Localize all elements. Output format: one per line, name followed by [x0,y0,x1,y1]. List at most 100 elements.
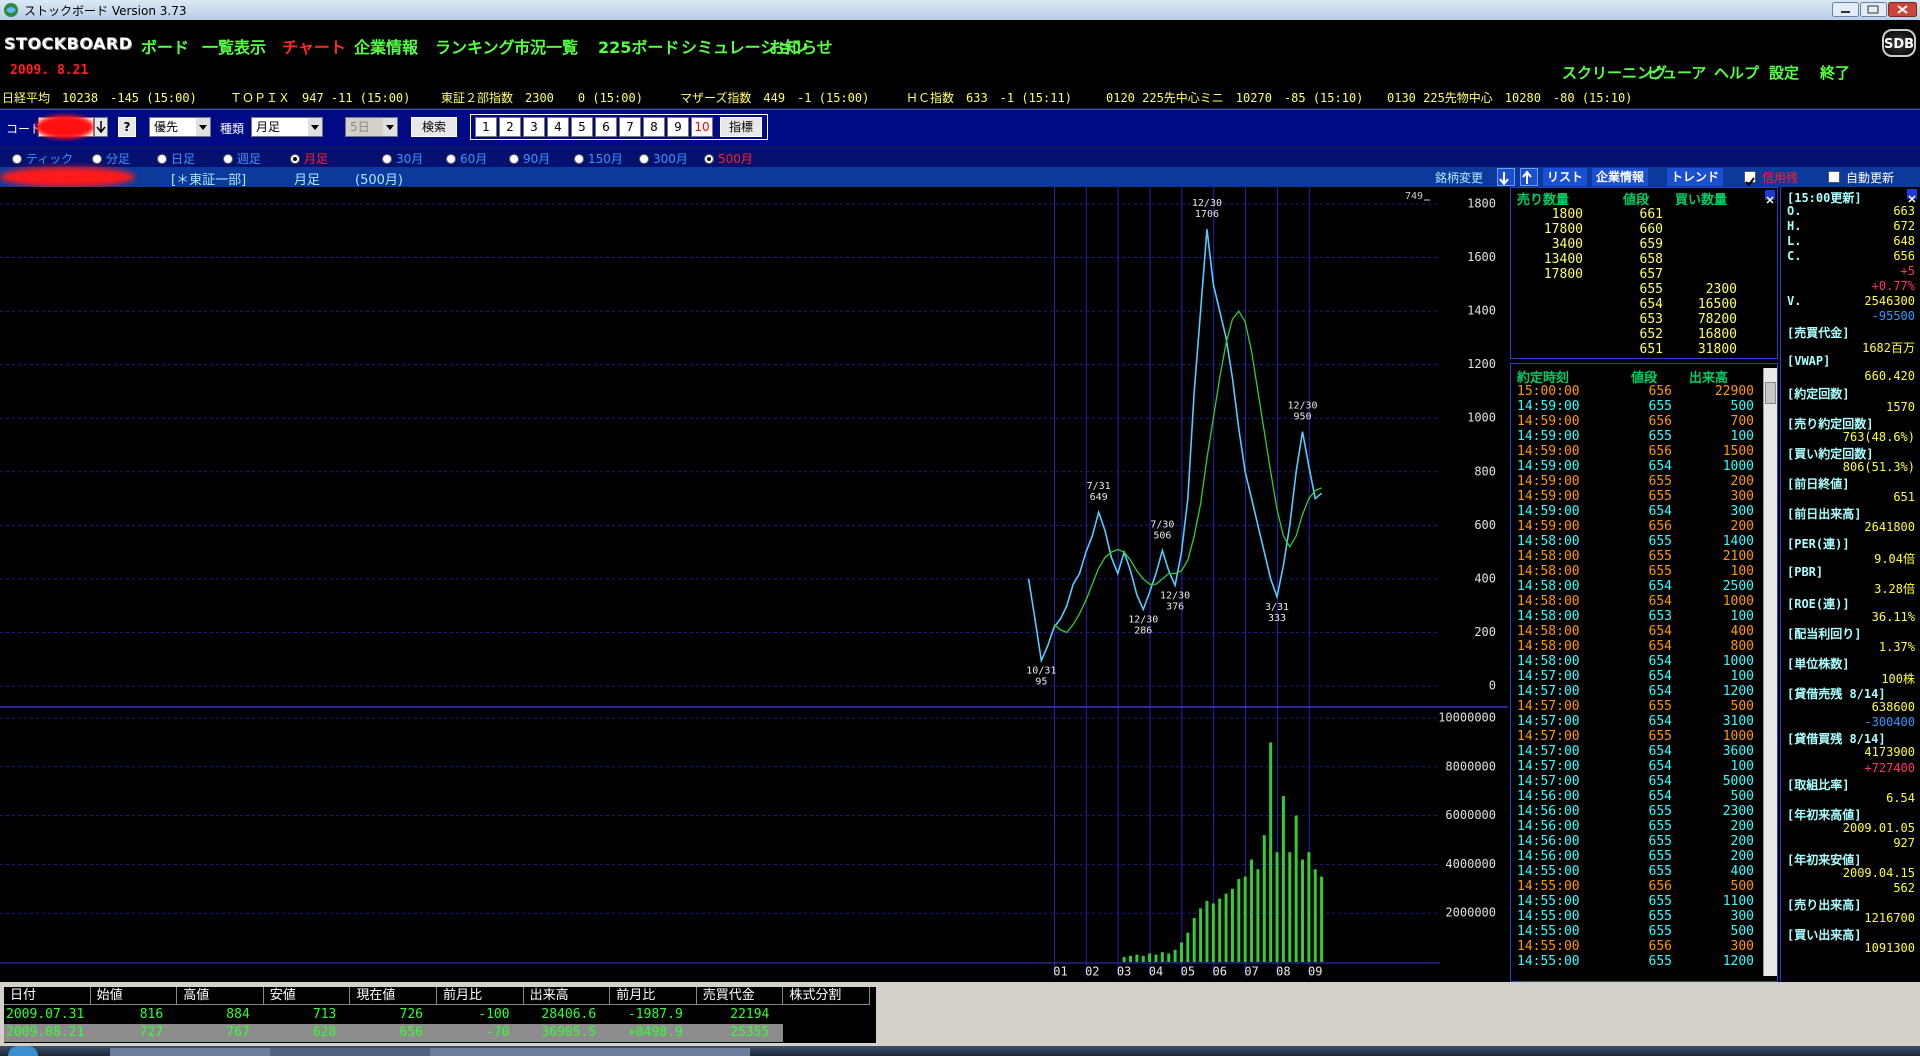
range-option[interactable]: 300月 [639,148,688,167]
range-option[interactable]: 週足 [223,148,261,167]
scroll-thumb[interactable] [1765,382,1776,404]
range-option[interactable]: 90月 [509,148,550,167]
menu-bar: STOCKBOARD ボード 一覧表示 チャート 企業情報 ランキング 市況一覧 225ボード… [0,20,1920,86]
annotation-date: 12/30 [1160,590,1190,601]
trade-price: 656 [1648,879,1672,894]
menu-item[interactable]: お知らせ [769,38,833,57]
info-label: [15:00更新] [1787,191,1862,205]
page-button[interactable]: 10 [691,117,713,137]
ask-price: 657 [1639,267,1663,282]
trade-volume: 1000 [1722,459,1754,474]
info-label: [PER(連)] [1787,536,1850,551]
menu-item[interactable]: チャート [282,38,346,57]
checkbox-label[interactable]: 信用残 [1762,171,1799,185]
menu-item[interactable]: 設定 [1769,64,1800,82]
menu-item[interactable]: 終了 [1820,64,1851,82]
page-button[interactable]: 8 [643,117,665,137]
header-button[interactable]: トレンド [1667,168,1724,186]
trade-volume: 1200 [1722,684,1754,699]
kind-select[interactable]: 月足 [251,117,323,137]
trade-volume: 100 [1730,759,1754,774]
help-button[interactable]: ? [118,117,136,137]
arrow-button[interactable] [1497,168,1515,186]
price-line [1027,229,1323,664]
scrollbar[interactable] [1763,368,1777,976]
range-option[interactable]: 60月 [446,148,487,167]
task-item[interactable] [430,1048,590,1056]
close-button[interactable] [1765,190,1775,204]
table-cell: 36905.5 [523,1024,611,1042]
trade-volume: 500 [1730,789,1754,804]
window-controls[interactable] [1832,2,1918,18]
radio-button [12,153,22,164]
trade-time: 15:00:00 [1517,384,1580,399]
menu-item[interactable]: 225ボード [598,38,680,57]
header-button[interactable]: 企業情報 [1592,168,1649,186]
trade-time: 14:57:00 [1517,774,1580,789]
trade-time: 14:55:00 [1517,909,1580,924]
range-option[interactable]: 月足 [290,148,328,167]
menu-item[interactable]: ボード [141,38,190,57]
menu-item[interactable]: スクリーニング [1562,64,1668,82]
info-label: [年初来安値] [1787,852,1862,867]
range-option[interactable]: 500月 [704,148,753,167]
range-option[interactable]: 150月 [574,148,623,167]
range-option[interactable]: 日足 [157,148,195,167]
volume-bar [1160,952,1164,962]
trade-price: 655 [1648,954,1672,969]
info-value: +727400 [1864,760,1915,775]
range-option[interactable]: 30月 [382,148,423,167]
page-group [470,114,768,140]
page-button[interactable]: 9 [667,117,689,137]
info-label: [貸借売残 8/14] [1787,687,1886,702]
header-button[interactable]: リスト [1543,168,1588,186]
menu-item[interactable]: シミュレーション [681,38,809,57]
start-button[interactable] [8,1046,38,1056]
page-button[interactable]: 1 [475,117,497,137]
trade-price: 654 [1648,744,1672,759]
menu-item[interactable]: 企業情報 [354,38,419,57]
table-cell: 22194 [696,1006,784,1024]
priority-select[interactable]: 優先 [149,117,211,137]
page-button[interactable]: 5 [571,117,593,137]
session-date: 2009. 8.21 [10,63,89,78]
checkbox-label[interactable]: 自動更新 [1846,171,1895,185]
menu-item[interactable]: 一覧表示 [202,38,267,57]
page-button[interactable]: 3 [523,117,545,137]
search-button[interactable]: 検索 [411,117,457,137]
trade-price: 656 [1648,384,1672,399]
info-value: 1216700 [1864,910,1915,925]
trade-volume: 1100 [1722,894,1754,909]
indicator-button[interactable]: 指標 [720,117,762,137]
close-button[interactable] [1907,189,1917,203]
checkbox[interactable] [1828,171,1840,183]
range-label: 月足 [304,152,329,166]
menu-item[interactable]: ヘルプ [1714,64,1760,82]
checkbox[interactable] [1744,171,1756,187]
page-button[interactable]: 7 [619,117,641,137]
range-option[interactable]: 分足 [92,148,130,167]
trade-time: 14:59:00 [1517,519,1580,534]
table-header: 安値 [263,987,351,1005]
page-button[interactable]: 6 [595,117,617,137]
task-item[interactable] [110,1048,270,1056]
menu-item[interactable]: ビューア [1647,64,1707,82]
menu-item[interactable]: ランキング [435,38,515,57]
sdb-badge[interactable]: SDB [1882,29,1916,57]
table-header: 株式分割 [783,987,870,1005]
task-item[interactable] [590,1048,750,1056]
change-button[interactable]: 銘柄変更 [1435,171,1484,185]
menu-item[interactable]: 市況一覧 [514,38,579,57]
trade-time: 14:59:00 [1517,444,1580,459]
range-option[interactable]: ティック [12,148,73,167]
period-select[interactable]: 5日 [345,117,398,137]
page-button[interactable]: 2 [499,117,521,137]
down-button[interactable] [94,117,108,137]
trade-volume: 1000 [1722,654,1754,669]
trade-volume: 22900 [1714,384,1754,399]
page-button[interactable]: 4 [547,117,569,137]
arrow-button[interactable] [1520,168,1538,186]
volume-bar [1307,852,1311,962]
task-item[interactable] [270,1048,430,1056]
span-label: 月足 [294,173,321,188]
